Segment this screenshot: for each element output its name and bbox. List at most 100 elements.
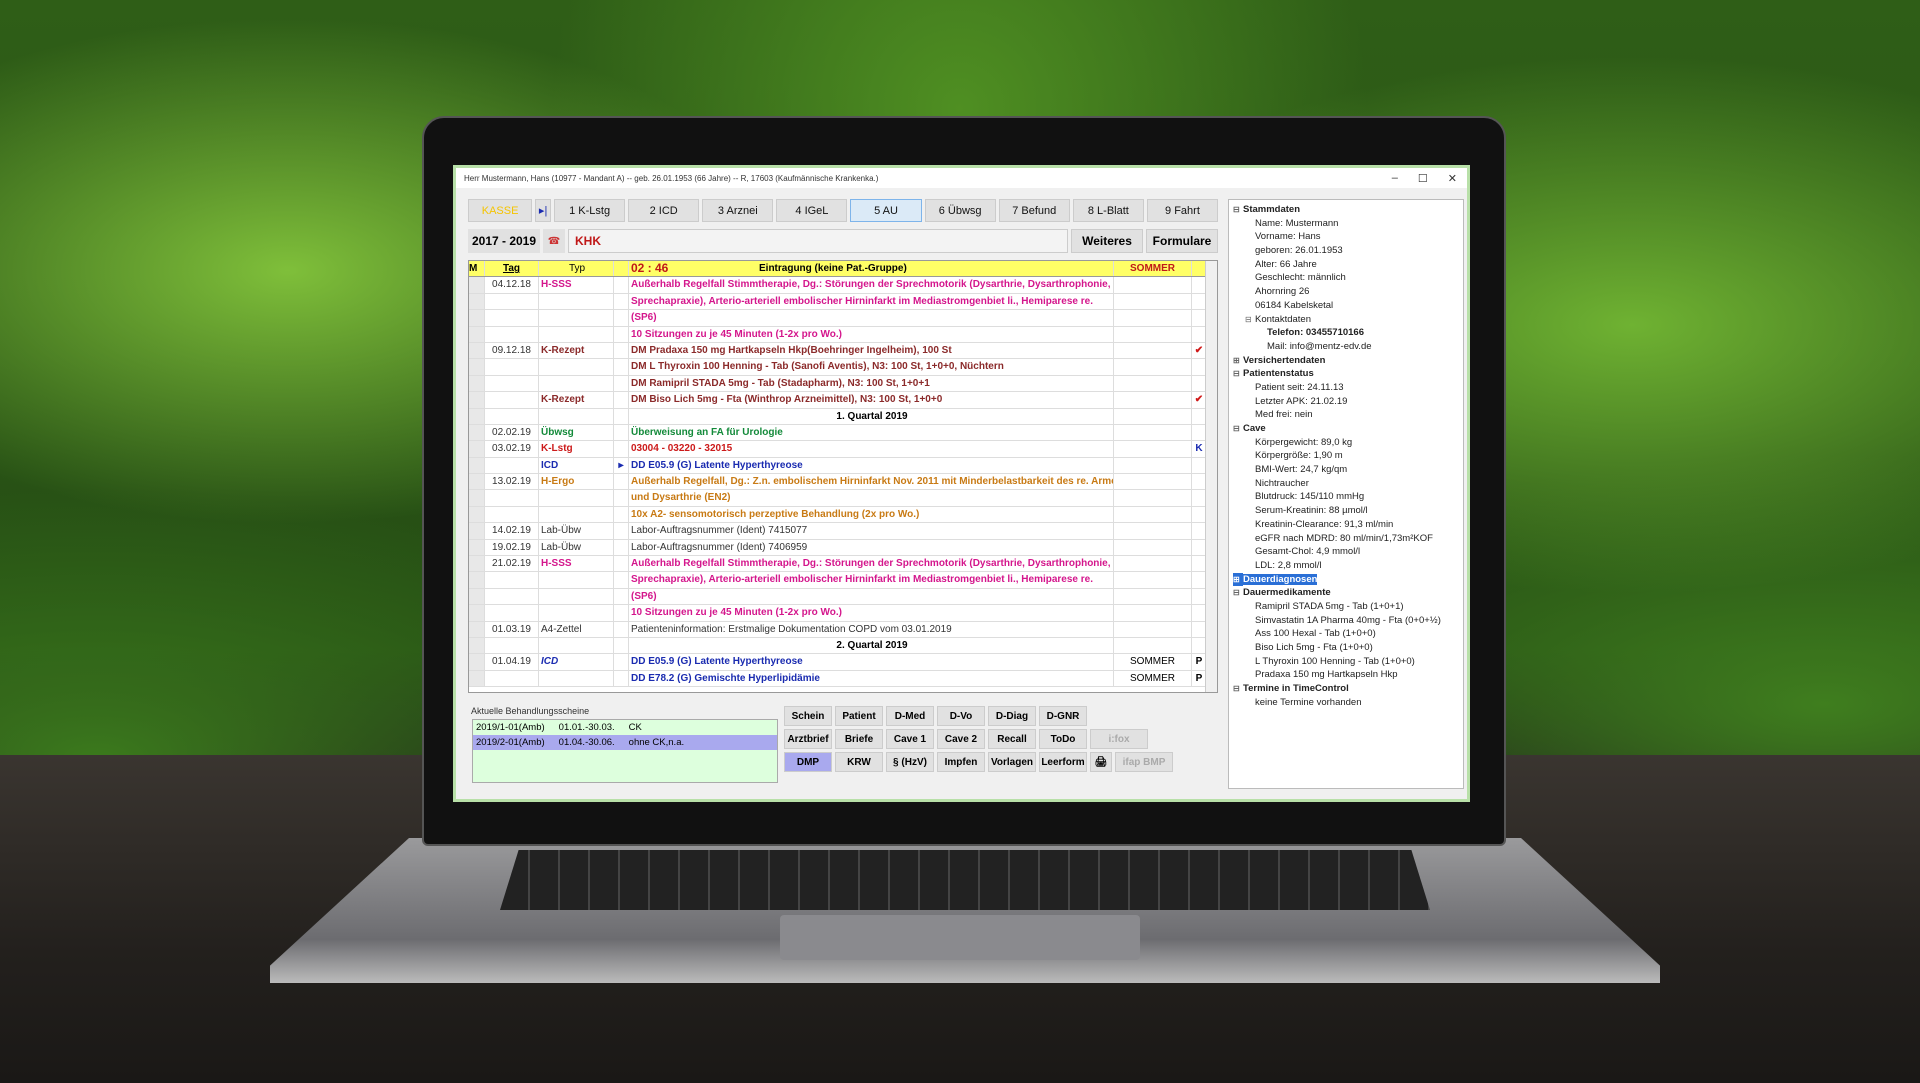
row-marker[interactable] xyxy=(469,474,485,490)
minimize-button[interactable]: – xyxy=(1391,171,1398,184)
schein-item[interactable]: 2019/2-01(Amb) 01.04.-30.06. ohne CK,n.a. xyxy=(473,735,777,750)
expand-toggle-icon[interactable]: ⊟ xyxy=(1233,588,1240,598)
tab-item[interactable]: 5 AU xyxy=(850,199,922,222)
patient-button[interactable]: Patient xyxy=(835,706,883,726)
d-med-button[interactable]: D-Med xyxy=(886,706,934,726)
expand-toggle-icon[interactable]: ⊟ xyxy=(1233,684,1240,694)
briefe-button[interactable]: Briefe xyxy=(835,729,883,749)
tree-node[interactable]: Patient seit: 24.11.13 xyxy=(1233,381,1459,395)
table-row[interactable]: 02.02.19 Übwsg Überweisung an FA für Urolo… xyxy=(469,424,1217,442)
tree-node[interactable]: ⊟ Cave xyxy=(1233,422,1459,436)
tab-item[interactable]: 6 Übwsg xyxy=(924,199,996,222)
expand-toggle-icon[interactable]: ⊟ xyxy=(1233,369,1240,379)
table-row[interactable]: (SP6) xyxy=(469,310,1217,327)
row-marker[interactable] xyxy=(469,359,485,375)
table-row[interactable]: 01.04.19 ICD DD E05.9 (G) Latente Hyperthy… xyxy=(469,654,1217,671)
weiteres-button[interactable]: Weiteres xyxy=(1071,229,1143,253)
col-m[interactable]: M xyxy=(469,261,485,277)
table-row[interactable]: 09.12.18 K-Rezept DM Pradaxa 150 mg Hartka… xyxy=(469,342,1217,360)
row-marker[interactable] xyxy=(469,621,485,637)
row-marker[interactable] xyxy=(469,375,485,392)
table-row[interactable]: 04.12.18 H-SSS Außerhalb Regelfall Stimmth… xyxy=(469,277,1217,294)
expand-toggle-icon[interactable]: ⊟ xyxy=(1245,314,1252,324)
table-row[interactable]: Sprechapraxie), Arterio-arteriell emboli… xyxy=(469,572,1217,589)
table-row[interactable]: DM Ramipril STADA 5mg - Tab (Stadapharm)… xyxy=(469,375,1217,393)
tree-node[interactable]: Ramipril STADA 5mg - Tab (1+0+1) xyxy=(1233,600,1459,614)
tab-item[interactable]: 7 Befund xyxy=(998,199,1070,222)
table-row[interactable]: 10 Sitzungen zu je 45 Minuten (1-2x pro … xyxy=(469,326,1217,343)
tree-node[interactable]: Ahornring 26 xyxy=(1233,285,1459,299)
grid-scrollbar[interactable] xyxy=(1205,261,1217,692)
tree-node[interactable]: ⊟ Stammdaten xyxy=(1233,203,1459,217)
tree-node[interactable]: Mail: info@mentz-edv.de xyxy=(1233,340,1459,354)
tree-node[interactable]: Name: Mustermann xyxy=(1233,217,1459,231)
tree-node[interactable]: Alter: 66 Jahre xyxy=(1233,258,1459,272)
cave-2-button[interactable]: Cave 2 xyxy=(937,729,985,749)
formulare-button[interactable]: Formulare xyxy=(1146,229,1218,253)
tree-node[interactable]: Körpergewicht: 89,0 kg xyxy=(1233,436,1459,450)
ifap-bmp-button[interactable]: ifap BMP xyxy=(1115,752,1173,772)
row-marker[interactable] xyxy=(469,523,485,539)
col-sommer[interactable]: SOMMER xyxy=(1114,261,1192,277)
tree-node[interactable]: LDL: 2,8 mmol/l xyxy=(1233,559,1459,573)
tree-node[interactable]: Blutdruck: 145/110 mmHg xyxy=(1233,490,1459,504)
tree-node[interactable]: Ass 100 Hexal - Tab (1+0+0) xyxy=(1233,627,1459,641)
table-row[interactable]: DD E78.2 (G) Gemischte Hyperlipidämie SOM… xyxy=(469,670,1217,688)
row-marker[interactable] xyxy=(469,605,485,621)
arztbrief-button[interactable]: Arztbrief xyxy=(784,729,832,749)
tree-node[interactable]: geboren: 26.01.1953 xyxy=(1233,244,1459,258)
row-marker[interactable] xyxy=(469,424,485,441)
expand-toggle-icon[interactable]: ⊟ xyxy=(1233,424,1240,433)
row-marker[interactable] xyxy=(469,277,485,293)
recall-button[interactable]: Recall xyxy=(988,729,1036,749)
table-row[interactable]: 13.02.19 H-Ergo Außerhalb Regelfall, Dg.: … xyxy=(469,474,1217,491)
tree-node[interactable]: Körpergröße: 1,90 m xyxy=(1233,449,1459,463)
tree-node[interactable]: Telefon: 03455710166 xyxy=(1233,326,1459,340)
col-typ[interactable]: Typ xyxy=(539,261,614,277)
row-marker[interactable] xyxy=(469,392,485,408)
tree-node[interactable]: Serum-Kreatinin: 88 µmol/l xyxy=(1233,504,1459,518)
tree-node[interactable]: ⊟ Kontaktdaten xyxy=(1233,313,1459,327)
tree-node[interactable]: BMI-Wert: 24,7 kg/qm xyxy=(1233,463,1459,477)
col-tag[interactable]: Tag xyxy=(485,261,539,277)
cave-1-button[interactable]: Cave 1 xyxy=(886,729,934,749)
dmp-button[interactable]: DMP xyxy=(784,752,832,772)
d-diag-button[interactable]: D-Diag xyxy=(988,706,1036,726)
tree-node[interactable]: ⊟ Dauermedikamente xyxy=(1233,586,1459,600)
print-icon[interactable]: 🖨 xyxy=(1090,752,1112,772)
close-button[interactable]: ✕ xyxy=(1447,172,1457,185)
vorlagen-button[interactable]: Vorlagen xyxy=(988,752,1036,772)
tab-item[interactable]: 4 IGeL xyxy=(776,199,848,222)
year-range-button[interactable]: 2017 - 2019 xyxy=(468,229,540,253)
tree-node[interactable]: ⊞ Dauerdiagnosen xyxy=(1233,572,1459,587)
row-marker[interactable] xyxy=(469,326,485,342)
tree-node[interactable]: L Thyroxin 100 Henning - Tab (1+0+0) xyxy=(1233,655,1459,669)
row-marker[interactable] xyxy=(469,490,485,506)
tab-kasse[interactable]: KASSE xyxy=(468,199,533,222)
col-entry[interactable]: 02 : 46 Eintragung (keine Pat.-Gruppe) xyxy=(629,261,1114,277)
table-row[interactable]: 21.02.19 H-SSS Außerhalb Regelfall Stimmth… xyxy=(469,556,1217,573)
d-vo-button[interactable]: D-Vo xyxy=(937,706,985,726)
tree-node[interactable]: ⊞ Versichertendaten xyxy=(1233,354,1459,368)
expand-arrow-icon[interactable]: ▸ xyxy=(614,457,629,474)
tree-node[interactable]: Geschlecht: männlich xyxy=(1233,271,1459,285)
row-marker[interactable] xyxy=(469,457,485,474)
table-row[interactable]: 14.02.19 Lab-Übw Labor-Auftragsnummer (Ide… xyxy=(469,523,1217,540)
tab-item[interactable]: 9 Fahrt xyxy=(1146,199,1219,222)
table-row[interactable]: 03.02.19 K-Lstg 03004 - 03220 - 32015 K xyxy=(469,441,1217,458)
patient-group-field[interactable]: KHK xyxy=(568,229,1068,253)
table-row[interactable]: Sprechapraxie), Arterio-arteriell emboli… xyxy=(469,293,1217,311)
table-row[interactable]: und Dysarthrie (EN2) xyxy=(469,490,1217,507)
tree-node[interactable]: Simvastatin 1A Pharma 40mg - Fta (0+0+½) xyxy=(1233,614,1459,628)
maximize-button[interactable]: ☐ xyxy=(1417,172,1428,185)
tab-item[interactable]: 2 ICD xyxy=(628,199,700,222)
tree-node[interactable]: Pradaxa 150 mg Hartkapseln Hkp xyxy=(1233,668,1459,682)
row-marker[interactable] xyxy=(469,670,485,687)
table-row[interactable]: 10 Sitzungen zu je 45 Minuten (1-2x pro … xyxy=(469,605,1217,622)
tree-node[interactable]: Kreatinin-Clearance: 91,3 ml/min xyxy=(1233,518,1459,532)
d-gnr-button[interactable]: D-GNR xyxy=(1039,706,1087,726)
row-marker[interactable] xyxy=(469,342,485,359)
tree-node[interactable]: Vorname: Hans xyxy=(1233,230,1459,244)
table-row[interactable]: DM L Thyroxin 100 Henning - Tab (Sanofi … xyxy=(469,359,1217,376)
expand-toggle-icon[interactable]: ⊞ xyxy=(1233,572,1243,587)
